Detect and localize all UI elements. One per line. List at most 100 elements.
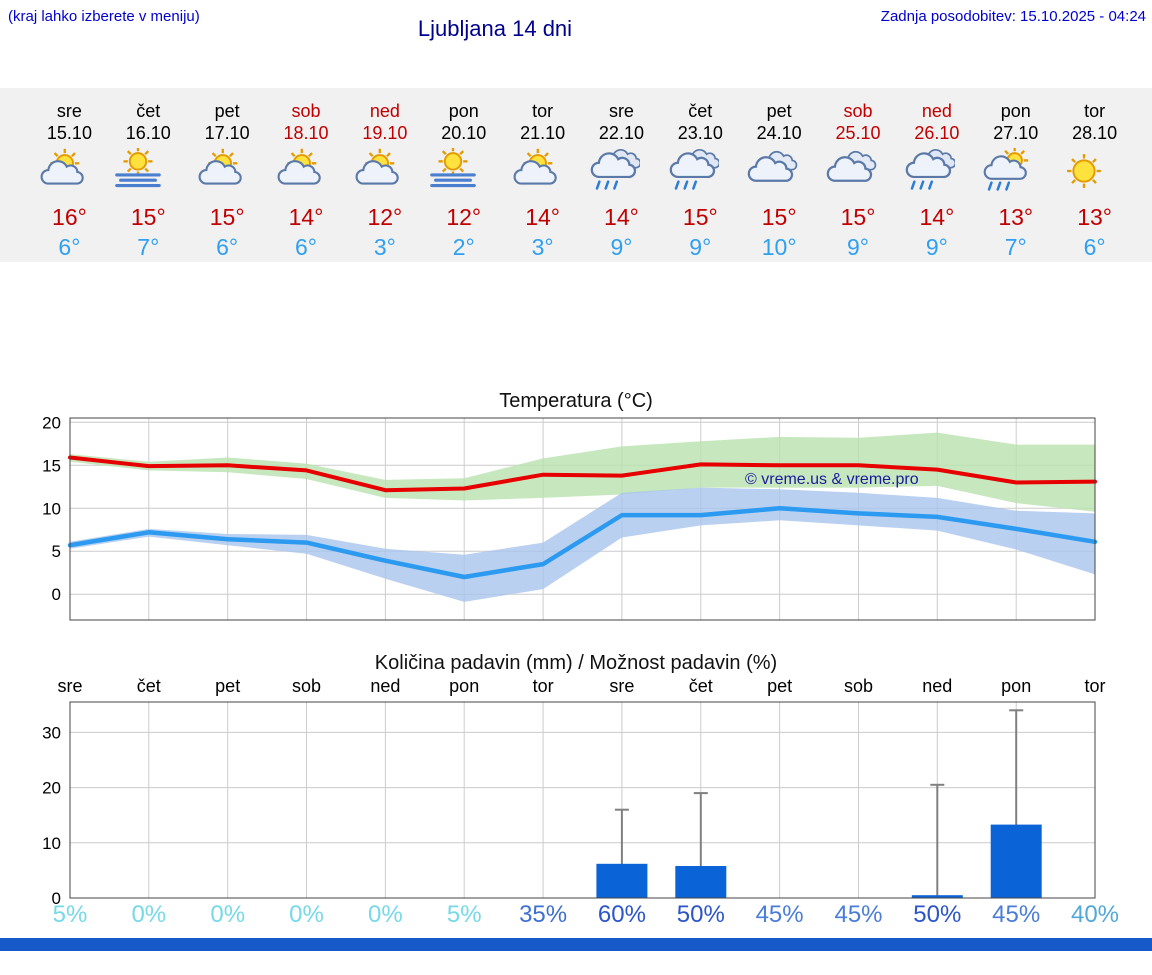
precip-day-label: ned: [370, 676, 400, 696]
forecast-day-17.10: pet 17.10 15° 6°: [188, 100, 267, 260]
day-name: sob: [843, 101, 873, 121]
day-date: 22.10: [598, 123, 644, 143]
day-name: sob: [291, 101, 321, 121]
precip-day-label: čet: [137, 676, 161, 696]
day-high-temp: 14°: [525, 204, 560, 230]
sun-cloud-icon: [267, 148, 346, 202]
precip-bar: [990, 824, 1042, 898]
day-low-temp: 6°: [295, 234, 317, 260]
forecast-day-16.10: čet 16.10 15° 7°: [109, 100, 188, 260]
sun-fog-icon: [109, 148, 188, 202]
temp-y-tick: 15: [42, 456, 61, 475]
precip-y-tick: 10: [42, 834, 61, 853]
precip-probability: 0%: [131, 901, 166, 928]
temperature-chart-block: Temperatura (°C) 0 5 10 15 20 © vreme.us & vr…: [0, 390, 1152, 626]
weather-forecast-page: (kraj lahko izberete v meniju) Ljubljana…: [0, 0, 1152, 951]
precip-y-tick: 0: [52, 889, 61, 908]
precip-day-label: ned: [922, 676, 952, 696]
day-high-temp: 15°: [130, 204, 166, 230]
day-high-temp: 13°: [998, 204, 1034, 230]
precip-day-label: pet: [215, 676, 240, 696]
day-high-temp: 14°: [604, 204, 639, 230]
sun-cloud-icon: [503, 148, 582, 202]
day-date: 17.10: [204, 123, 250, 143]
precip-day-label: pet: [767, 676, 792, 696]
forecast-day-18.10: sob 18.10 14° 6°: [267, 100, 346, 260]
day-name: pet: [214, 101, 240, 121]
menu-hint-text: (kraj lahko izberete v meniju): [8, 8, 200, 25]
precip-day-label: tor: [1084, 676, 1105, 696]
bottom-bar: [0, 938, 1152, 951]
forecast-strip: sre 15.10 16° 6° čet 16.10 15° 7° pet 17.10 15° 6° s…: [0, 88, 1152, 262]
precip-probability: 50%: [913, 901, 961, 928]
day-date: 20.10: [441, 123, 487, 143]
day-name: sre: [608, 101, 634, 121]
precip-day-label: sob: [844, 676, 873, 696]
day-name: pon: [1000, 101, 1031, 121]
forecast-day-26.10: ned 26.10 14° 9°: [897, 100, 976, 260]
day-high-temp: 15°: [682, 204, 718, 230]
forecast-day-20.10: pon 20.10 12° 2°: [424, 100, 503, 260]
day-high-temp: 15°: [840, 204, 876, 230]
cloud-rain-icon: [582, 148, 661, 202]
forecast-day-25.10: sob 25.10 15° 9°: [819, 100, 898, 260]
day-low-temp: 9°: [847, 234, 870, 260]
header: (kraj lahko izberete v meniju) Ljubljana…: [0, 0, 1152, 88]
day-low-temp: 7°: [1004, 234, 1027, 260]
page-title: Ljubljana 14 dni: [417, 16, 573, 41]
forecast-day-21.10: tor 21.10 14° 3°: [503, 100, 582, 260]
forecast-day-27.10: pon 27.10 13° 7°: [976, 100, 1055, 260]
day-date: 15.10: [46, 123, 92, 143]
last-update-text: Zadnja posodobitev: 15.10.2025 - 04:24: [880, 8, 1146, 25]
cloud-rain-icon: [897, 148, 976, 202]
precip-bar: [675, 866, 727, 898]
precip-probability: 0%: [289, 901, 324, 928]
day-low-temp: 3°: [531, 234, 554, 260]
day-date: 19.10: [362, 123, 408, 143]
precip-day-label: sob: [292, 676, 321, 696]
max-temp-line: [68, 455, 1097, 493]
precip-plot-area: [70, 702, 1095, 898]
precip-probability: 45%: [756, 901, 804, 928]
temp-y-tick: 0: [52, 585, 61, 604]
day-date: 23.10: [677, 123, 723, 143]
forecast-day-23.10: čet 23.10 15° 9°: [661, 100, 740, 260]
forecast-day-22.10: sre 22.10 14° 9°: [582, 100, 661, 260]
precip-probability: 60%: [598, 901, 646, 928]
precip-day-label: čet: [689, 676, 713, 696]
day-high-temp: 12°: [367, 204, 403, 230]
precip-probability: 5%: [447, 901, 482, 928]
day-low-temp: 9°: [925, 234, 948, 260]
day-name: ned: [369, 101, 400, 121]
precip-probability: 0%: [368, 901, 403, 928]
day-low-temp: 2°: [452, 234, 475, 260]
precip-day-label: sre: [57, 676, 82, 696]
precip-probability: 0%: [210, 901, 245, 928]
day-high-temp: 15°: [209, 204, 245, 230]
forecast-day-15.10: sre 15.10 16° 6°: [30, 100, 109, 260]
precip-probability: 35%: [519, 901, 567, 928]
sun-cloud-icon: [188, 148, 267, 202]
day-low-temp: 10°: [761, 234, 797, 260]
min-temp-line: [67, 506, 1098, 580]
day-name: ned: [921, 101, 952, 121]
sun-cloud-icon: [345, 148, 424, 202]
temp-y-tick: 10: [42, 499, 61, 518]
precip-probability: 45%: [992, 901, 1040, 928]
day-name: čet: [136, 101, 161, 121]
precipitation-chart: sre čet pet sob ned pon tor sre čet pet sob ned pon t…: [42, 676, 1119, 928]
day-date: 27.10: [993, 123, 1039, 143]
day-low-temp: 9°: [689, 234, 712, 260]
day-name: tor: [532, 101, 554, 121]
day-high-temp: 12°: [446, 204, 482, 230]
cloud-icon: [819, 148, 898, 202]
max-temp-range-band: [70, 432, 1095, 512]
sun-cloud-rain-icon: [976, 148, 1055, 202]
day-date: 21.10: [520, 123, 566, 143]
day-low-temp: 6°: [1083, 234, 1106, 260]
cloud-icon: [740, 148, 819, 202]
day-date: 25.10: [835, 123, 881, 143]
forecast-day-24.10: pet 24.10 15° 10°: [740, 100, 819, 260]
day-name: pet: [766, 101, 792, 121]
day-high-temp: 16°: [52, 204, 87, 230]
